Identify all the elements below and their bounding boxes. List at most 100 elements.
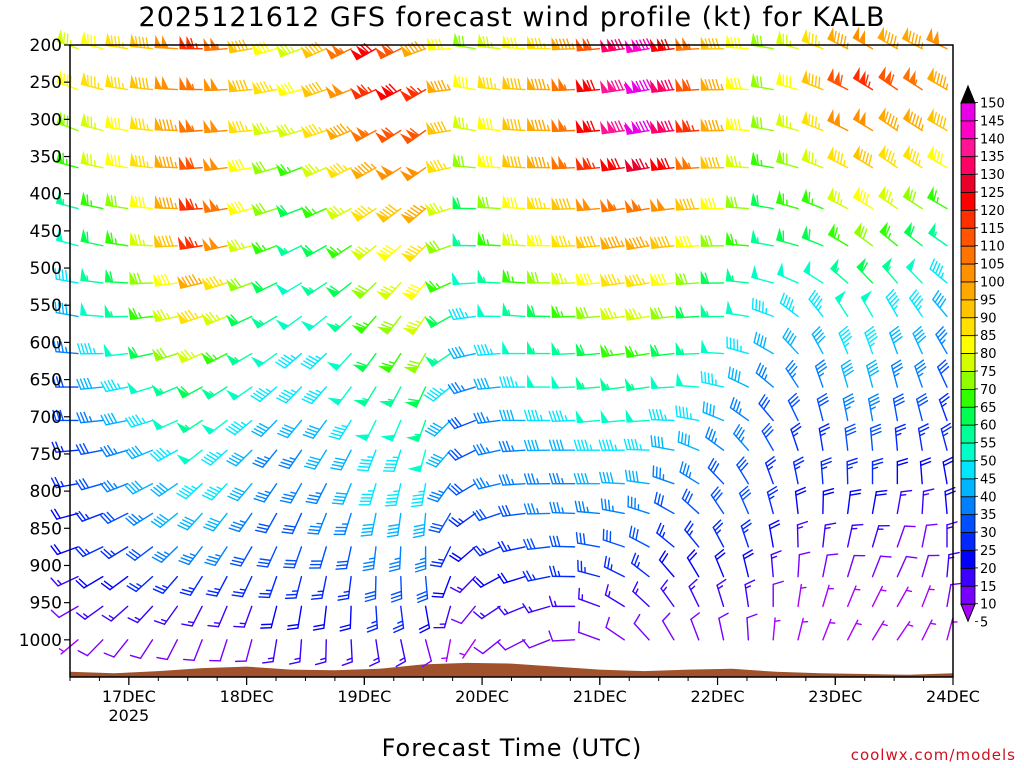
barb-flag bbox=[253, 498, 265, 503]
barb-half-flag bbox=[113, 448, 118, 455]
barb-flag bbox=[381, 362, 394, 367]
y-tick-label: 350 bbox=[30, 148, 62, 168]
barb-pennant bbox=[377, 365, 394, 374]
barb-flag bbox=[125, 553, 136, 561]
barb-pennant bbox=[275, 244, 289, 257]
wind-barb bbox=[827, 108, 849, 132]
wind-barb bbox=[700, 77, 725, 91]
barb-flag bbox=[440, 121, 447, 132]
barb-flag bbox=[475, 510, 484, 520]
barb-flag bbox=[688, 552, 698, 562]
barb-half-flag bbox=[294, 657, 301, 660]
barb-flag bbox=[404, 211, 415, 220]
barb-half-flag bbox=[507, 309, 511, 317]
wind-barb bbox=[921, 619, 937, 641]
barb-pennant bbox=[926, 67, 934, 83]
barb-pennant bbox=[624, 158, 635, 173]
wind-barb bbox=[105, 73, 129, 91]
barb-flag bbox=[686, 523, 694, 534]
wind-barb bbox=[253, 482, 278, 503]
barb-flag bbox=[256, 123, 263, 135]
wind-barb bbox=[751, 297, 774, 318]
barb-flag bbox=[759, 76, 763, 89]
barb-flag bbox=[655, 409, 660, 421]
barb-flag bbox=[166, 119, 171, 131]
barb-flag bbox=[661, 273, 667, 285]
barb-flag bbox=[156, 516, 167, 524]
wind-barb bbox=[846, 554, 866, 578]
barb-pennant bbox=[178, 119, 188, 133]
wind-barb bbox=[852, 185, 874, 210]
wind-barb bbox=[522, 603, 551, 614]
wind-barb bbox=[661, 612, 675, 641]
wind-barb bbox=[101, 605, 129, 622]
wind-barb bbox=[416, 575, 429, 604]
barb-flag bbox=[201, 458, 212, 466]
barb-pennant bbox=[600, 273, 610, 287]
wind-barb bbox=[914, 359, 927, 388]
barb-flag bbox=[790, 399, 801, 408]
barb-flag bbox=[908, 30, 912, 43]
barb-pennant bbox=[477, 269, 486, 284]
colorbar-swatch bbox=[960, 550, 976, 569]
barb-flag bbox=[798, 551, 811, 556]
wind-barb bbox=[202, 198, 228, 213]
barb-flag bbox=[867, 363, 878, 370]
barb-flag bbox=[429, 241, 437, 252]
barb-flag bbox=[255, 390, 267, 398]
barb-half-flag bbox=[417, 87, 423, 93]
barb-flag bbox=[686, 549, 696, 559]
barb-half-flag bbox=[138, 312, 142, 319]
barb-flag bbox=[448, 519, 459, 527]
colorbar-label: 150 bbox=[980, 97, 1005, 112]
barb-half-flag bbox=[290, 491, 297, 495]
barb-flag bbox=[283, 493, 295, 498]
barb-half-flag bbox=[691, 125, 695, 132]
wind-barb bbox=[256, 546, 278, 568]
barb-flag bbox=[169, 197, 174, 210]
wind-barb bbox=[700, 371, 725, 388]
barb-flag bbox=[131, 548, 142, 557]
barb-flag bbox=[335, 457, 347, 461]
barb-half-flag bbox=[896, 124, 899, 131]
wind-barb bbox=[277, 419, 303, 439]
barb-pennant bbox=[856, 257, 867, 273]
barb-pennant bbox=[624, 307, 635, 321]
barb-pennant bbox=[203, 119, 213, 134]
barb-flag bbox=[813, 329, 823, 339]
barb-flag bbox=[114, 76, 117, 89]
barb-flag bbox=[364, 594, 377, 599]
barb-flag bbox=[281, 427, 293, 433]
wind-barb bbox=[794, 486, 807, 515]
barb-flag bbox=[84, 343, 89, 355]
wind-barb bbox=[549, 535, 576, 548]
barb-pennant bbox=[575, 342, 585, 357]
wind-barb bbox=[921, 488, 935, 515]
barb-flag bbox=[808, 228, 811, 241]
barb-flag bbox=[707, 457, 715, 469]
barb-flag bbox=[103, 380, 111, 392]
barb-flag bbox=[259, 81, 266, 93]
barb-flag bbox=[52, 409, 57, 422]
wind-barb bbox=[278, 449, 303, 470]
barb-flag bbox=[404, 250, 416, 258]
barb-pennant bbox=[176, 454, 191, 465]
barb-half-flag bbox=[613, 312, 618, 319]
barb-flag bbox=[153, 620, 166, 625]
y-tick-label: 700 bbox=[30, 408, 62, 428]
barb-pennant bbox=[151, 348, 164, 362]
wind-barb bbox=[77, 639, 104, 657]
barb-flag bbox=[552, 501, 557, 514]
barb-flag bbox=[475, 545, 484, 555]
wind-barb bbox=[228, 119, 253, 134]
barb-pennant bbox=[356, 84, 369, 97]
wind-barb bbox=[660, 579, 675, 608]
wind-barb bbox=[549, 501, 576, 515]
barb-flag bbox=[312, 627, 325, 631]
wind-barb bbox=[551, 271, 576, 285]
barb-pennant bbox=[201, 388, 215, 400]
wind-barb bbox=[472, 477, 501, 490]
barb-flag bbox=[538, 156, 543, 169]
wind-barb bbox=[251, 41, 278, 56]
barb-flag bbox=[100, 550, 110, 560]
